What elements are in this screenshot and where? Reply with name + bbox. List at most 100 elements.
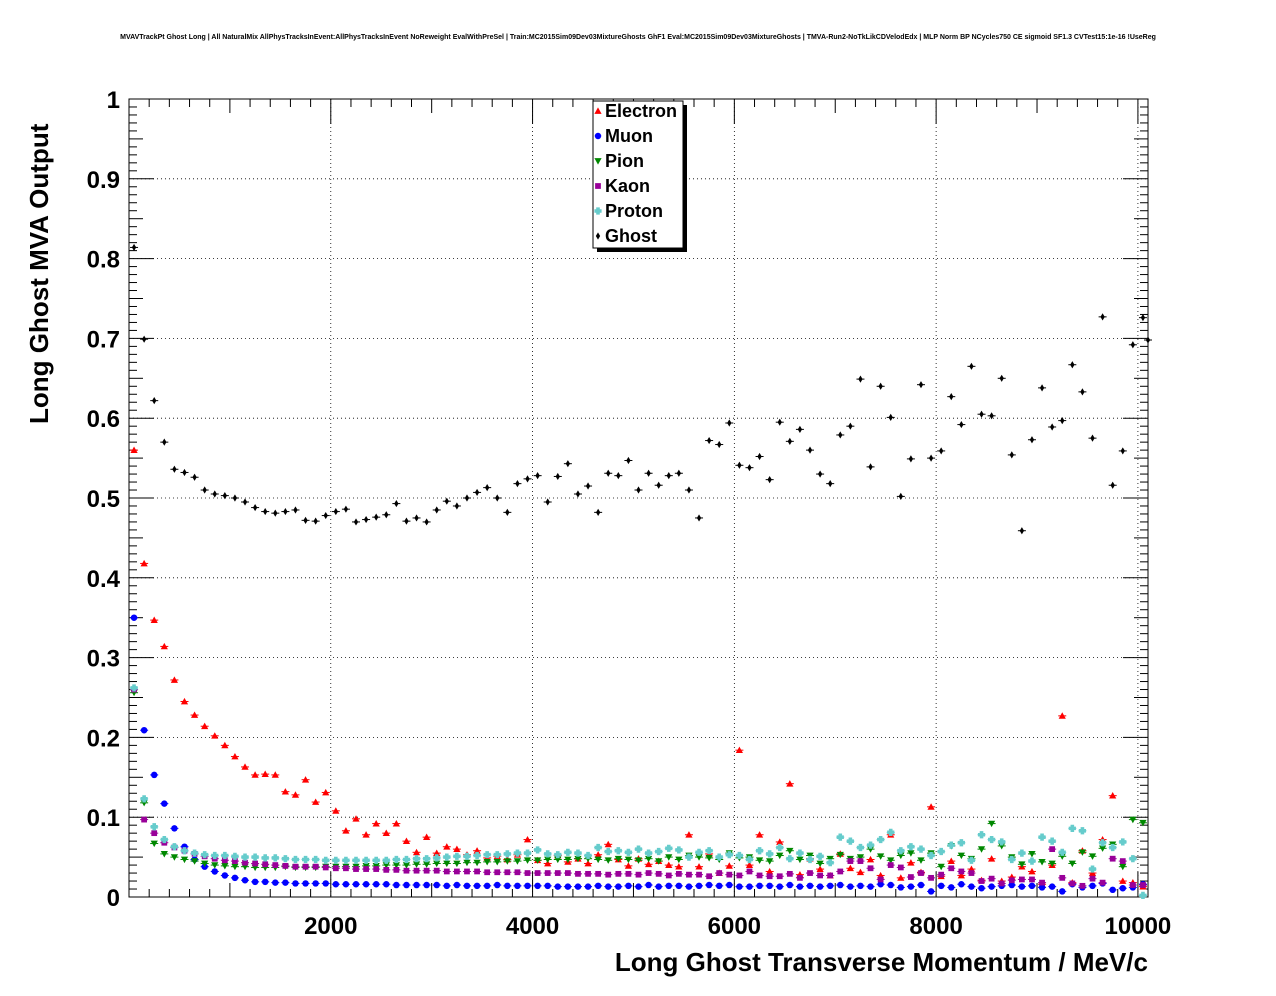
- data-point: [402, 837, 411, 845]
- data-point: [503, 850, 511, 858]
- data-point: [1008, 881, 1016, 889]
- data-point: [595, 870, 602, 877]
- data-point: [504, 869, 511, 876]
- legend-entry-proton: Proton: [594, 201, 663, 221]
- data-point: [414, 514, 419, 522]
- data-point: [231, 863, 239, 871]
- data-point: [534, 846, 542, 854]
- data-point: [717, 440, 722, 449]
- data-point: [453, 881, 461, 889]
- chart-title: MVAVTrackPt Ghost Long | All NaturalMix …: [120, 34, 1156, 41]
- data-point: [957, 839, 965, 847]
- data-point: [716, 870, 723, 876]
- y-tick-label: 0.7: [87, 326, 120, 353]
- data-point: [402, 855, 411, 864]
- data-point: [454, 868, 460, 875]
- data-point: [130, 614, 138, 621]
- data-point: [908, 455, 914, 463]
- data-point: [887, 857, 895, 864]
- legend-label: Electron: [605, 101, 677, 121]
- data-point: [312, 798, 320, 805]
- data-point: [372, 819, 380, 827]
- data-point: [665, 844, 673, 852]
- data-point: [656, 481, 661, 489]
- legend-entry-electron: Electron: [594, 101, 677, 121]
- data-point: [806, 852, 814, 860]
- data-point: [172, 465, 177, 473]
- data-point: [695, 848, 703, 856]
- data-point: [1048, 883, 1056, 890]
- data-point: [897, 884, 905, 891]
- data-point: [282, 879, 289, 886]
- data-point: [1079, 882, 1086, 889]
- data-point: [594, 856, 602, 864]
- legend-entry-ghost: Ghost: [595, 226, 657, 246]
- data-point: [242, 859, 248, 866]
- data-point: [271, 854, 279, 862]
- data-point: [231, 874, 239, 882]
- data-point: [1028, 882, 1036, 890]
- data-point: [272, 879, 279, 886]
- data-point: [696, 871, 702, 878]
- data-point: [293, 506, 298, 514]
- data-point: [736, 883, 743, 890]
- data-point: [979, 410, 984, 418]
- data-point: [1088, 865, 1097, 873]
- data-point: [998, 880, 1005, 887]
- y-tick-label: 0.6: [87, 406, 120, 433]
- data-point: [604, 883, 612, 890]
- data-point: [846, 864, 854, 872]
- data-point: [1049, 846, 1056, 852]
- data-point: [211, 868, 218, 875]
- data-point: [282, 862, 289, 869]
- data-point: [412, 855, 421, 863]
- data-point: [937, 847, 945, 856]
- data-point: [463, 882, 471, 890]
- data-point: [131, 243, 137, 252]
- data-point: [232, 858, 238, 864]
- data-point: [1080, 388, 1085, 396]
- legend-box: [592, 100, 684, 249]
- data-point: [403, 881, 410, 889]
- data-point: [362, 856, 370, 864]
- data-point: [1058, 848, 1066, 856]
- data-point: [192, 473, 197, 481]
- data-point: [887, 881, 894, 889]
- data-point: [746, 868, 753, 875]
- data-point: [273, 509, 278, 517]
- data-point: [1059, 888, 1066, 895]
- data-point: [564, 883, 572, 890]
- data-point: [464, 494, 470, 502]
- data-point: [644, 855, 653, 863]
- data-point: [372, 856, 380, 864]
- data-point: [343, 505, 349, 513]
- data-point: [836, 851, 844, 859]
- data-point: [977, 846, 986, 853]
- data-point: [666, 472, 671, 480]
- data-point: [503, 858, 511, 865]
- data-point: [474, 868, 480, 875]
- data-point: [1109, 843, 1117, 852]
- data-point: [352, 856, 360, 864]
- data-point: [797, 874, 803, 881]
- legend-label: Kaon: [605, 176, 650, 196]
- data-point: [857, 882, 864, 890]
- data-point: [352, 880, 360, 888]
- data-point: [938, 871, 945, 878]
- data-points: [130, 243, 1152, 900]
- data-point: [746, 883, 753, 890]
- data-point: [928, 454, 934, 462]
- data-point: [574, 883, 582, 890]
- legend-marker: [595, 183, 601, 189]
- data-point: [927, 803, 935, 810]
- data-point: [1090, 434, 1095, 442]
- data-point: [766, 858, 774, 865]
- data-point: [534, 857, 542, 864]
- data-point: [221, 872, 229, 879]
- data-point: [322, 880, 329, 887]
- data-point: [392, 855, 400, 864]
- data-point: [917, 881, 925, 889]
- data-point: [251, 771, 259, 778]
- data-point: [261, 878, 269, 886]
- data-point: [796, 849, 804, 857]
